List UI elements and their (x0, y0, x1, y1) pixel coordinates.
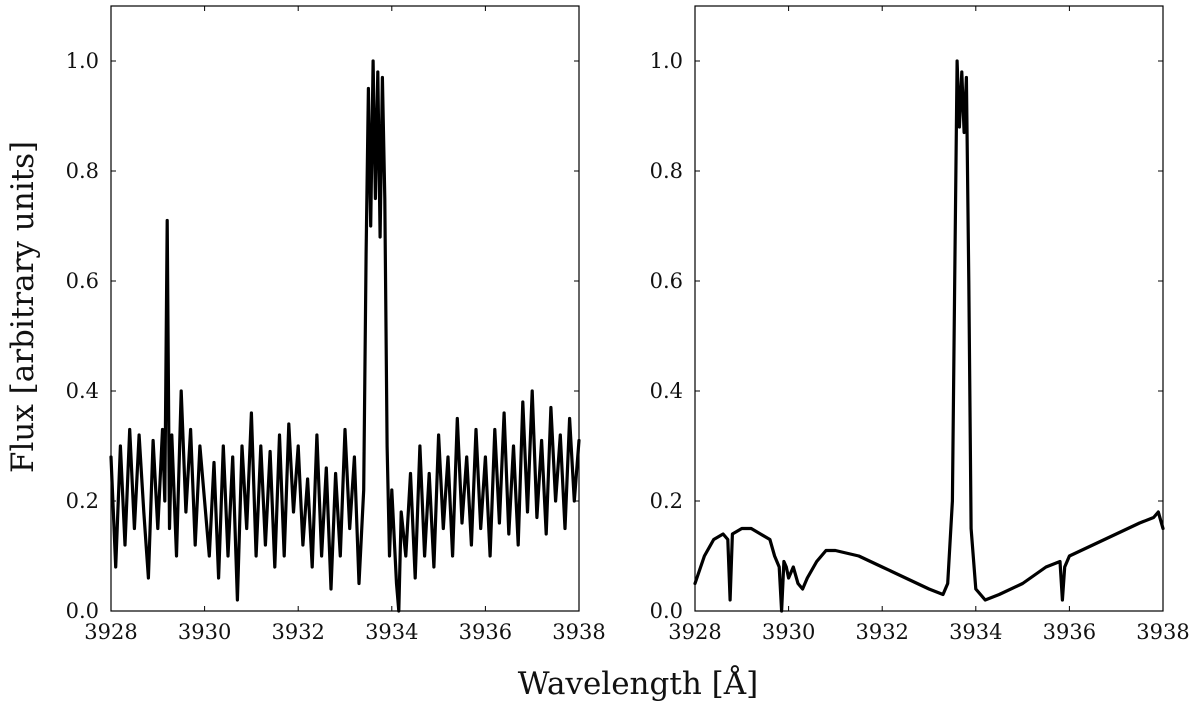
x-tick-label: 3932 (271, 620, 324, 644)
x-tick-label: 3928 (84, 620, 137, 644)
y-tick-label: 0.2 (66, 489, 99, 513)
x-tick-label: 3932 (855, 620, 908, 644)
y-tick-label: 1.0 (650, 49, 683, 73)
y-tick-label: 1.0 (66, 49, 99, 73)
x-tick-label: 3936 (459, 620, 512, 644)
right-panel-smooth-spectrum: 3928 3930 3932 3934 3936 3938 0.0 0.2 0.4 0.6 0.8 1… (650, 5, 1190, 644)
y-tick-label: 0.6 (650, 269, 683, 293)
x-axis-label: Wavelength [Å] (518, 664, 758, 702)
x-tick-label: 3928 (668, 620, 721, 644)
y-tick-label: 0.4 (66, 379, 99, 403)
y-tick-label: 0.4 (650, 379, 683, 403)
y-tick-label: 0.0 (66, 599, 99, 623)
y-axis-label: Flux [arbitrary units] (5, 141, 41, 473)
plot-frame (694, 5, 1164, 612)
y-tick-label: 0.6 (66, 269, 99, 293)
plot-frame (110, 5, 580, 612)
y-tick-label: 0.8 (66, 159, 99, 183)
spectrum-line-0-0 (109, 59, 581, 613)
spectrum-line-1-0 (693, 59, 1165, 613)
x-tick-label: 3938 (552, 620, 605, 644)
x-tick-label: 3938 (1136, 620, 1189, 644)
x-tick-label: 3936 (1043, 620, 1096, 644)
left-panel-noisy-spectrum: 3928 3930 3932 3934 3936 3938 0.0 0.2 0.4 0.6 0.8 1… (66, 5, 606, 644)
x-tick-label: 3934 (365, 620, 418, 644)
x-tick-label: 3934 (949, 620, 1002, 644)
x-tick-label: 3930 (178, 620, 231, 644)
y-tick-label: 0.2 (650, 489, 683, 513)
x-tick-label: 3930 (762, 620, 815, 644)
y-tick-label: 0.0 (650, 599, 683, 623)
y-tick-label: 0.8 (650, 159, 683, 183)
